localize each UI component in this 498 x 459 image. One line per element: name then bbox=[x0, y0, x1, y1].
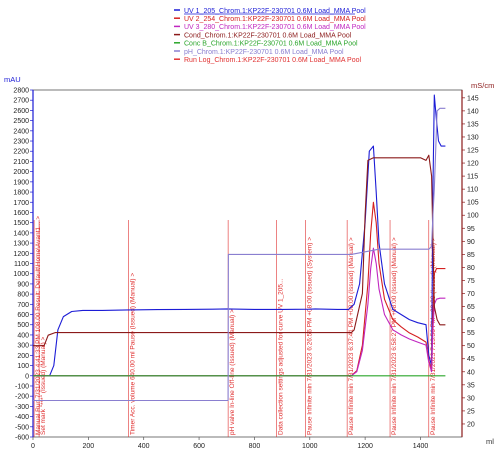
run-log-annotation: Pause Infinite min 7/31/2023 7:13:56 PM … bbox=[430, 237, 437, 435]
y-left-tick-label: 2500 bbox=[13, 118, 29, 125]
y-left-tick-label: 300 bbox=[17, 343, 29, 350]
x-tick-label: 400 bbox=[138, 443, 150, 450]
x-tick-label: 1200 bbox=[357, 443, 373, 450]
y-right-tick-label: 100 bbox=[467, 213, 479, 220]
y-left-tick-label: 2600 bbox=[13, 108, 29, 115]
y-left-tick-label: 1100 bbox=[14, 261, 29, 268]
y-left-tick-label: 1400 bbox=[13, 230, 29, 237]
y-right-tick-label: 65 bbox=[467, 304, 475, 311]
y-right-tick-label: 140 bbox=[467, 108, 479, 115]
y-left-unit: mAU bbox=[4, 75, 21, 84]
y-right-tick-label: 120 bbox=[467, 161, 479, 168]
y-right-tick-label: 55 bbox=[467, 330, 475, 337]
x-tick-label: 800 bbox=[249, 443, 261, 450]
y-left-tick-label: 1800 bbox=[13, 190, 29, 197]
y-left-tick-label: 1200 bbox=[13, 251, 29, 258]
series-line bbox=[33, 247, 446, 377]
y-left-tick-label: 200 bbox=[17, 353, 29, 360]
series-line bbox=[33, 154, 446, 347]
y-right-tick-label: 105 bbox=[467, 200, 479, 207]
legend-entry: Run Log_Chrom.1:KP22F-230701 0.6M Load_M… bbox=[184, 57, 361, 64]
run-log-annotation: Manual Run 7/31/2023 4:41:33 PM 108.00 R… bbox=[35, 216, 42, 435]
y-right-tick-label: 85 bbox=[467, 252, 475, 259]
y-left-tick-label: 2100 bbox=[13, 159, 29, 166]
run-log-annotation: Pause Infinite min 7/31/2023 6:26:56 PM … bbox=[307, 237, 314, 435]
y-left-tick-label: 1600 bbox=[13, 210, 29, 217]
run-log-annotation: Timer Acc. volume 640.00 ml Pause (Issue… bbox=[129, 273, 136, 435]
y-right-tick-label: 115 bbox=[467, 174, 478, 181]
y-right-tick-label: 135 bbox=[467, 121, 479, 128]
x-tick-label: 1400 bbox=[413, 443, 429, 450]
y-left-tick-label: 1500 bbox=[13, 220, 29, 227]
y-right-tick-label: 60 bbox=[467, 317, 475, 324]
y-left-tick-label: 100 bbox=[17, 363, 29, 370]
y-left-tick-label: 1900 bbox=[13, 179, 29, 186]
y-left-tick-label: -300 bbox=[15, 404, 29, 411]
y-left-tick-label: 1300 bbox=[13, 241, 29, 248]
y-left-tick-label: 2200 bbox=[13, 149, 29, 156]
y-left-tick-label: 2000 bbox=[13, 169, 29, 176]
y-right-tick-label: 40 bbox=[467, 369, 475, 376]
legend-entry: UV 1_205_Chrom.1:KP22F-230701 0.6M Load_… bbox=[184, 8, 366, 15]
y-left-tick-label: -600 bbox=[15, 435, 29, 442]
y-left-tick-label: 2800 bbox=[13, 88, 29, 95]
y-left-tick-label: 500 bbox=[17, 322, 29, 329]
legend-entry: Cond_Chrom.1:KP22F-230701 0.6M Load_MMA … bbox=[184, 32, 352, 39]
y-right-tick-label: 80 bbox=[467, 265, 475, 272]
y-left-tick-label: -400 bbox=[15, 414, 29, 421]
y-left-tick-label: 0 bbox=[25, 373, 29, 380]
legend-entry: UV 2_254_Chrom.1:KP22F-230701 0.6M Load_… bbox=[184, 16, 366, 23]
x-tick-label: 1000 bbox=[302, 443, 318, 450]
y-left-tick-label: 800 bbox=[17, 292, 29, 299]
x-unit: ml bbox=[486, 437, 494, 446]
x-tick-label: 200 bbox=[83, 443, 95, 450]
series-line bbox=[33, 107, 446, 402]
y-left-tick-label: 1700 bbox=[13, 200, 29, 207]
y-right-tick-label: 25 bbox=[467, 408, 475, 415]
y-right-tick-label: 90 bbox=[467, 239, 475, 246]
legend-entry: Conc B_Chrom.1:KP22F-230701 0.6M Load_MM… bbox=[184, 41, 358, 48]
y-right-tick-label: 110 bbox=[467, 187, 478, 194]
y-right-tick-label: 50 bbox=[467, 343, 475, 350]
y-right-tick-label: 95 bbox=[467, 226, 475, 233]
y-right-tick-label: 125 bbox=[467, 148, 479, 155]
legend-entry: UV 3_280_Chrom.1:KP22F-230701 0.6M Load_… bbox=[184, 24, 366, 31]
y-right-tick-label: 45 bbox=[467, 356, 475, 363]
y-left-tick-label: 2700 bbox=[13, 98, 29, 105]
run-log-annotation: Pause Infinite min 7/31/2023 6:37:41 PM … bbox=[348, 237, 355, 435]
y-left-tick-label: 2400 bbox=[13, 128, 29, 135]
y-left-tick-label: 1000 bbox=[13, 271, 29, 278]
y-left-tick-label: 900 bbox=[17, 281, 29, 288]
series-line bbox=[33, 201, 446, 377]
y-right-tick-label: 75 bbox=[467, 278, 475, 285]
y-left-tick-label: -500 bbox=[15, 424, 29, 431]
run-log-annotation: Data collection settings adjusted for cu… bbox=[278, 278, 285, 435]
run-log-annotation: pH valve In-line Off-line (Issued) (Manu… bbox=[229, 309, 236, 435]
y-left-tick-label: -100 bbox=[15, 383, 29, 390]
legend-entry: pH_Chrom.1:KP22F-230701 0.6M Load_MMA Po… bbox=[184, 49, 344, 56]
y-right-tick-label: 35 bbox=[467, 382, 475, 389]
x-tick-label: 0 bbox=[31, 443, 35, 450]
y-right-tick-label: 20 bbox=[467, 421, 475, 428]
y-left-tick-label: -200 bbox=[15, 394, 29, 401]
run-log-annotation: Set mark "***" (Issued) (Manual) > bbox=[40, 336, 47, 435]
y-left-tick-label: 600 bbox=[17, 312, 29, 319]
y-left-tick-label: 400 bbox=[17, 332, 29, 339]
y-right-tick-label: 145 bbox=[467, 95, 479, 102]
series-line bbox=[33, 94, 446, 377]
y-right-tick-label: 130 bbox=[467, 134, 479, 141]
y-right-tick-label: 70 bbox=[467, 291, 475, 298]
y-right-tick-label: 30 bbox=[467, 395, 475, 402]
y-left-tick-label: 2300 bbox=[13, 139, 29, 146]
x-tick-label: 600 bbox=[193, 443, 205, 450]
run-log-annotation: Pause Infinite min 7/31/2023 6:58:27 PM … bbox=[391, 237, 398, 435]
y-left-tick-label: 700 bbox=[17, 302, 29, 309]
y-right-unit: mS/cm bbox=[471, 81, 494, 90]
